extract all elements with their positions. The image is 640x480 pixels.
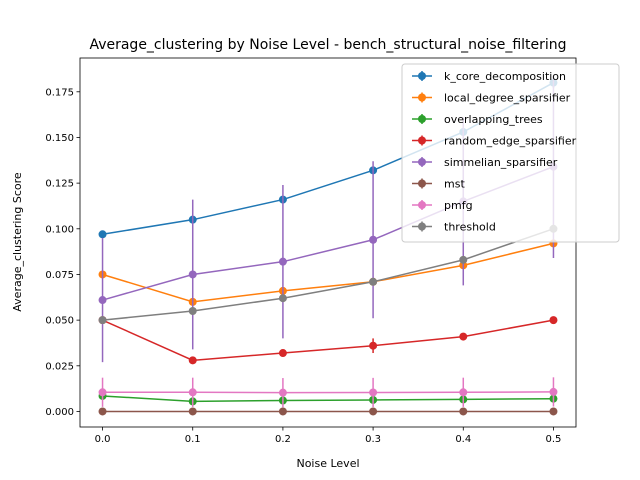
series-threshold (98, 224, 558, 325)
data-point (278, 257, 287, 266)
data-point (188, 388, 197, 397)
data-point (98, 388, 107, 397)
legend-label: mst (444, 178, 465, 191)
data-point (369, 235, 378, 244)
y-tick-label: 0.150 (45, 133, 74, 144)
legend-label: threshold (444, 221, 496, 234)
data-point (459, 332, 468, 341)
legend-item-simmelian_sparsifier: simmelian_sparsifier (412, 156, 558, 169)
x-tick-label: 0.4 (455, 434, 471, 445)
data-point (369, 341, 378, 350)
y-axis-title: Average_clustering Score (11, 172, 24, 312)
legend-label: overlapping_trees (444, 113, 543, 126)
y-tick-label: 0.125 (45, 179, 74, 190)
legend-label: local_degree_sparsifier (444, 92, 571, 105)
data-point (549, 316, 558, 325)
legend-item-threshold: threshold (412, 221, 496, 234)
data-point (278, 388, 287, 397)
x-tick-label: 0.1 (185, 434, 201, 445)
legend-item-random_edge_sparsifier: random_edge_sparsifier (412, 135, 577, 148)
legend-marker (418, 179, 426, 188)
data-point (188, 356, 197, 365)
data-point (98, 316, 107, 325)
y-tick-label: 0.000 (45, 407, 74, 418)
data-point (278, 294, 287, 303)
y-tick-label: 0.075 (45, 270, 74, 281)
data-point (188, 407, 197, 416)
series-pmfg (98, 377, 558, 408)
legend-item-overlapping_trees: overlapping_trees (412, 113, 543, 126)
legend-item-pmfg: pmfg (412, 199, 473, 212)
legend-item-local_degree_sparsifier: local_degree_sparsifier (412, 92, 571, 105)
legend-marker (418, 158, 426, 166)
axes-layer: 0.0 0.1 0.2 0.3 0.4 0.5 0.000 0.025 0.050 0.075 0.… (45, 57, 577, 445)
legend-marker (418, 72, 426, 80)
y-tick-label: 0.025 (45, 361, 74, 372)
x-tick-label: 0.3 (365, 434, 381, 445)
series-line (102, 391, 554, 394)
data-point (98, 296, 107, 305)
legend-label: k_core_decomposition (444, 70, 566, 83)
series-mst (98, 407, 558, 416)
y-tick-label: 0.175 (45, 87, 74, 98)
legend-item-mst: mst (412, 178, 465, 191)
data-point (459, 255, 468, 264)
data-point (188, 270, 197, 279)
data-point (549, 407, 558, 416)
legend-label: simmelian_sparsifier (444, 156, 558, 169)
data-point (549, 387, 558, 396)
data-point (98, 230, 107, 239)
series-line (102, 242, 554, 303)
x-tick-label: 0.5 (546, 434, 562, 445)
data-point (369, 277, 378, 286)
y-tick-label: 0.100 (45, 224, 74, 235)
data-point (459, 407, 468, 416)
legend-marker (418, 201, 426, 209)
data-point (459, 388, 468, 397)
y-tick-label: 0.050 (45, 316, 74, 327)
data-point (278, 407, 287, 416)
series-line (102, 228, 554, 321)
data-point (369, 388, 378, 397)
legend-label: pmfg (444, 199, 473, 212)
x-axis-title: Noise Level (296, 457, 359, 470)
chart-title: Average_clustering by Noise Level - benc… (89, 37, 566, 53)
series-line (102, 395, 554, 403)
data-point (278, 349, 287, 358)
data-point (98, 407, 107, 416)
legend-marker (418, 136, 426, 145)
legend-marker (418, 222, 426, 231)
x-tick-label: 0.0 (95, 434, 111, 445)
legend-marker (418, 115, 426, 123)
legend-frame (401, 63, 620, 243)
data-point (369, 407, 378, 416)
data-point (188, 307, 197, 316)
legend-label: random_edge_sparsifier (444, 135, 577, 148)
legend: k_core_decomposition local_degree_sparsif… (401, 63, 620, 243)
series-line (102, 319, 554, 362)
legend-item-k_core_decomposition: k_core_decomposition (412, 70, 566, 83)
legend-marker (418, 93, 426, 102)
x-tick-label: 0.2 (275, 434, 291, 445)
